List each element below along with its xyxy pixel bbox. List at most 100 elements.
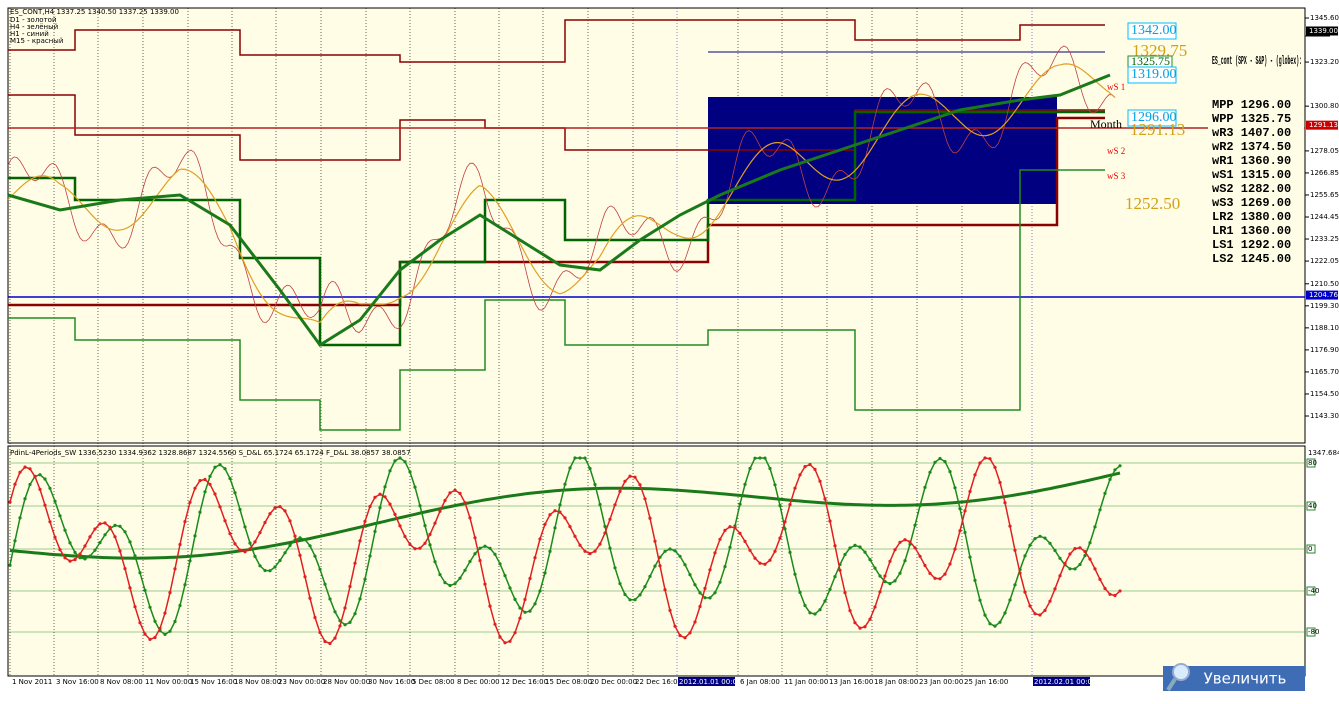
oscillator-dot (533, 602, 537, 606)
oscillator-dot (503, 641, 507, 645)
oscillator-dot (73, 558, 77, 562)
price-marker-label: 1204.76 (1309, 291, 1338, 299)
info-row: wS1 1315.00 (1212, 168, 1291, 182)
oscillator-dot (208, 474, 212, 478)
oscillator-dot (323, 582, 327, 586)
oscillator-dot (878, 574, 882, 578)
oscillator-dot (903, 559, 907, 563)
oscillator-dot (968, 555, 972, 559)
oscillator-dot (1023, 590, 1027, 594)
indicator-panel (7, 445, 1306, 677)
oscillator-dot (168, 591, 172, 595)
oscillator-dot (793, 486, 797, 490)
oscillator-dot (438, 509, 442, 513)
oscillator-dot (523, 597, 527, 602)
oscillator-dot (8, 500, 12, 504)
oscillator-dot (63, 556, 67, 560)
oscillator-dot (1013, 548, 1017, 552)
price-label: 1222.05 (1310, 257, 1339, 265)
oscillator-dot (353, 561, 357, 565)
oscillator-dot (358, 539, 362, 543)
oscillator-dot (583, 549, 587, 553)
oscillator-dot (863, 550, 867, 554)
oscillator-dot (1028, 543, 1032, 547)
oscillator-dot (1018, 571, 1022, 575)
time-label: 30 Nov 16:00 (368, 678, 415, 686)
oscillator-dot (973, 578, 977, 583)
oscillator-dot (653, 539, 657, 543)
oscillator-dot (633, 475, 637, 479)
oscillator-dot (103, 521, 107, 525)
oscillator-dot (778, 503, 782, 508)
oscillator-dot (463, 501, 467, 505)
oscillator-dot (588, 466, 592, 471)
oscillator-dot (348, 584, 352, 589)
oscillator-dot (863, 625, 867, 629)
oscillator-dot (148, 637, 152, 642)
oscillator-dot (758, 456, 762, 460)
level-box (1127, 22, 1177, 40)
price-marker-label: 1339.00 (1309, 27, 1338, 35)
level-label: wS 2 (1107, 146, 1125, 156)
oscillator-dot (438, 573, 442, 577)
oscillator-dot (733, 526, 737, 530)
oscillator-dot (643, 497, 647, 501)
oscillator-dot (1083, 550, 1087, 554)
oscillator-dot (268, 512, 272, 516)
oscillator-dot (608, 517, 612, 521)
oscillator-dot (93, 527, 97, 531)
oscillator-dot (688, 631, 692, 635)
price-label: 1154.50 (1310, 390, 1339, 398)
oscillator-dot (118, 524, 122, 528)
oscillator-dot (623, 479, 627, 483)
oscillator-dot (213, 492, 217, 496)
oscillator-dot (198, 510, 202, 514)
time-label: 23 Nov 00:00 (278, 678, 325, 686)
oscillator-dot (1078, 562, 1082, 567)
oscillator-dot (498, 635, 502, 639)
oscillator-dot (373, 529, 377, 534)
oscillator-dot (293, 534, 297, 538)
oscillator-dot (938, 456, 942, 461)
oscillator-dot (848, 546, 852, 550)
oscillator-dot (318, 630, 322, 635)
oscillator-dot (593, 482, 597, 487)
oscillator-dot (528, 609, 532, 613)
ma-line (7, 73, 1111, 348)
oscillator-dot (313, 554, 317, 558)
oscillator-dot (468, 516, 472, 520)
oscillator-dot (868, 617, 872, 621)
oscillator-dot (918, 554, 922, 558)
oscillator-dot (218, 505, 222, 509)
level-label: 1252.50 (1125, 194, 1180, 213)
oscillator-dot (1088, 541, 1092, 545)
h1-line (7, 63, 1116, 324)
oscillator-dot (178, 542, 182, 547)
oscillator-dot (1108, 477, 1112, 481)
level-box (1127, 66, 1177, 84)
indicator-tick: -40 (1308, 587, 1319, 595)
oscillator-dot (613, 503, 617, 507)
oscillator-dot (593, 549, 597, 553)
oscillator-dot (348, 620, 352, 625)
oscillator-dot (543, 571, 547, 575)
price-marker (1306, 26, 1338, 36)
info-row: wS3 1269.00 (1212, 196, 1291, 210)
oscillator-dot (63, 528, 67, 532)
oscillator-dot (878, 590, 882, 594)
oscillator-dot (803, 465, 807, 469)
oscillator-dot (98, 541, 102, 545)
oscillator-dot (983, 456, 987, 460)
oscillator-dot (913, 546, 917, 550)
oscillator-dot (558, 503, 562, 507)
oscillator-dot (893, 579, 897, 583)
time-label: 2012.01.01 00:00 (679, 678, 741, 686)
oscillator-dot (363, 519, 367, 524)
oscillator-dot (153, 635, 157, 640)
zoom-button-label[interactable]: Увеличить (1204, 670, 1287, 688)
oscillator-dot (1113, 468, 1117, 472)
oscillator-dot (713, 591, 717, 595)
oscillator-dot (858, 545, 862, 549)
oscillator-dot (618, 489, 622, 493)
oscillator-dot (888, 582, 892, 586)
